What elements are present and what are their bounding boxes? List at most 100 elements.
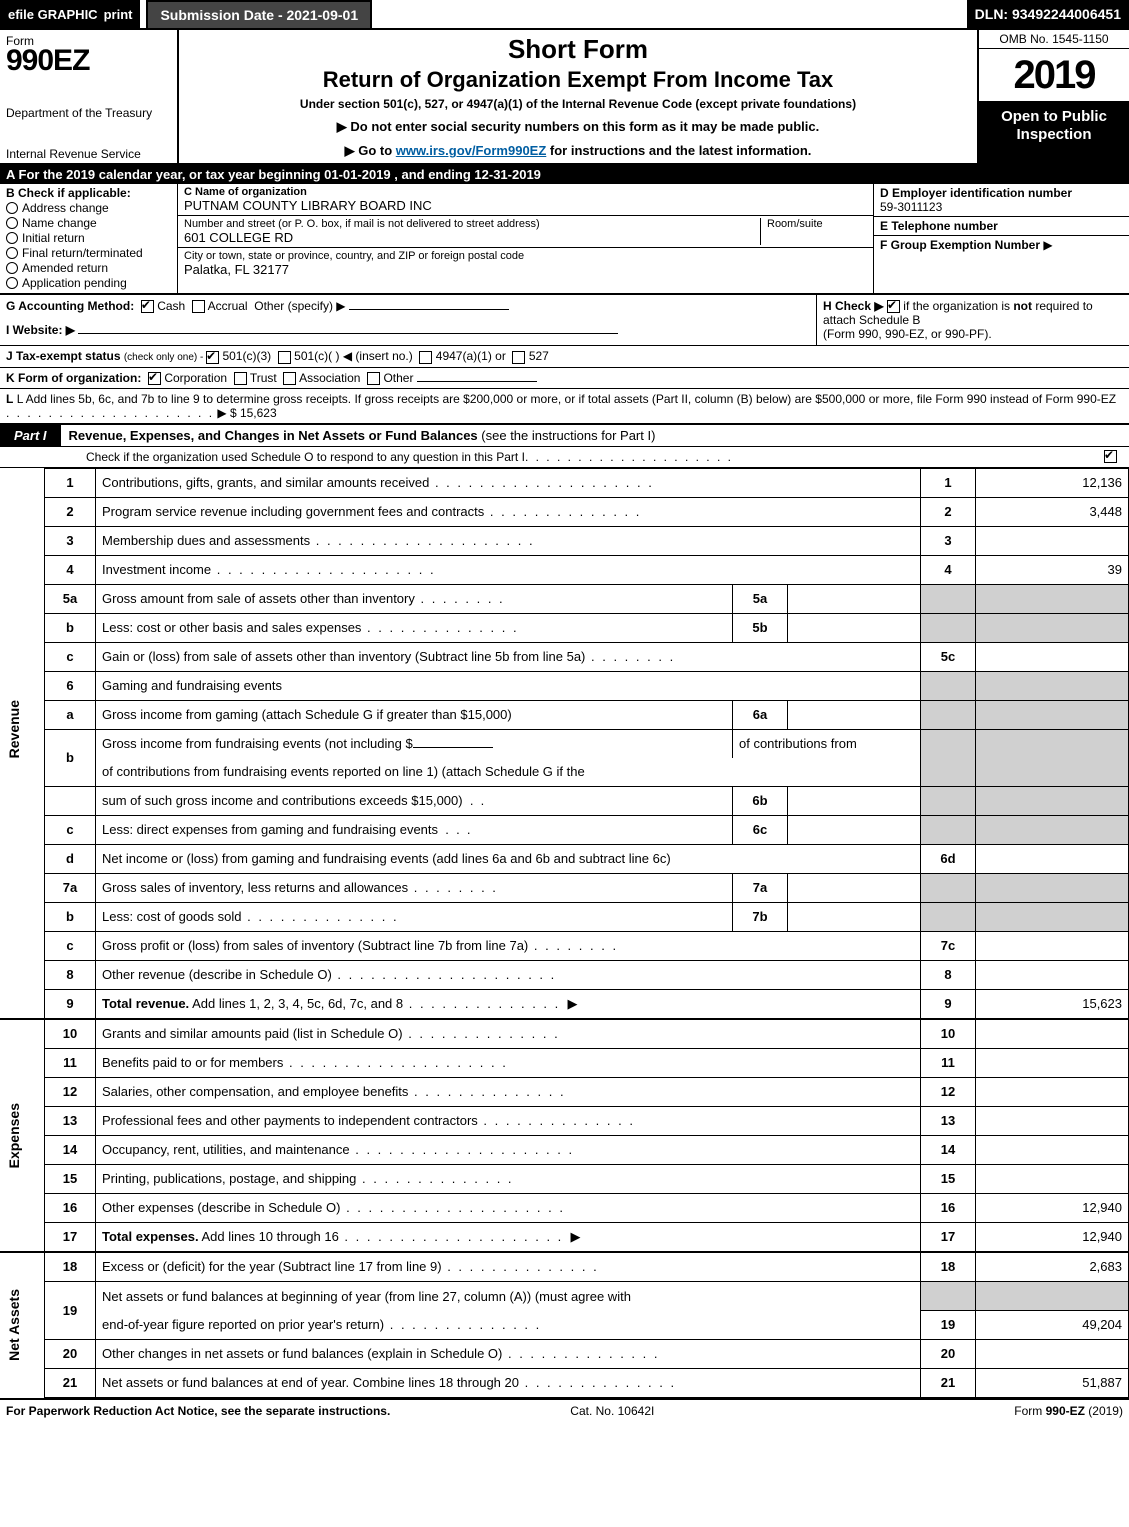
- chk-501c[interactable]: [278, 351, 291, 364]
- l20-desc: Other changes in net assets or fund bala…: [102, 1346, 502, 1361]
- row-k: K Form of organization: Corporation Trus…: [0, 368, 1129, 389]
- line-7a: 7a Gross sales of inventory, less return…: [0, 873, 1129, 902]
- chk-cash[interactable]: [141, 300, 154, 313]
- j-o3: 4947(a)(1) or: [436, 349, 506, 363]
- l6b-numshade: [921, 729, 976, 786]
- l6b-blank-no: [45, 786, 96, 815]
- k-o2: Trust: [250, 371, 277, 385]
- l6c-subval: [788, 815, 921, 844]
- l8-desc: Other revenue (describe in Schedule O): [102, 967, 332, 982]
- l21-no: 21: [45, 1368, 96, 1397]
- l1-amt: 12,136: [976, 468, 1129, 497]
- l10-num: 10: [921, 1019, 976, 1049]
- chk-4947[interactable]: [419, 351, 432, 364]
- l10-amt: [976, 1019, 1129, 1049]
- l18-amt: 2,683: [976, 1252, 1129, 1282]
- chk-trust[interactable]: [234, 372, 247, 385]
- l6a-desc: Gross income from gaming (attach Schedul…: [102, 707, 512, 722]
- goto-post: for instructions and the latest informat…: [546, 143, 811, 158]
- l19-num: 19: [921, 1310, 976, 1339]
- l6b3-amtshade: [976, 786, 1129, 815]
- street-address: 601 COLLEGE RD: [184, 230, 760, 245]
- l8-amt: [976, 960, 1129, 989]
- line-12: 12 Salaries, other compensation, and emp…: [0, 1077, 1129, 1106]
- chk-501c3[interactable]: [206, 351, 219, 364]
- l13-amt: [976, 1106, 1129, 1135]
- l13-desc: Professional fees and other payments to …: [102, 1113, 478, 1128]
- other-specify-input[interactable]: [349, 309, 509, 310]
- dots: [6, 406, 214, 420]
- k-o1: Corporation: [164, 371, 227, 385]
- chk-address-change[interactable]: [6, 202, 18, 214]
- chk-accrual[interactable]: [192, 300, 205, 313]
- box-f-label: F Group Exemption Number: [880, 238, 1040, 252]
- chk-initial-return[interactable]: [6, 232, 18, 244]
- l7a-subval: [788, 873, 921, 902]
- chk-schedule-b[interactable]: [887, 300, 900, 313]
- chk-other-org[interactable]: [367, 372, 380, 385]
- part-1-title2: (see the instructions for Part I): [481, 428, 655, 443]
- l19-desc2: end-of-year figure reported on prior yea…: [102, 1317, 384, 1332]
- row-l: L L Add lines 5b, 6c, and 7b to line 9 t…: [0, 389, 1129, 425]
- l3-desc: Membership dues and assessments: [102, 533, 310, 548]
- k-label: K Form of organization:: [6, 371, 141, 385]
- j-label: J Tax-exempt status: [6, 349, 121, 363]
- chk-association[interactable]: [283, 372, 296, 385]
- box-c: C Name of organization PUTNAM COUNTY LIB…: [178, 184, 873, 293]
- line-6b-1: b Gross income from fundraising events (…: [0, 729, 1129, 758]
- part-1-sub-text: Check if the organization used Schedule …: [6, 450, 525, 464]
- chk-final-return[interactable]: [6, 247, 18, 259]
- website-input[interactable]: [78, 333, 618, 334]
- l5c-no: c: [45, 642, 96, 671]
- line-6c: c Less: direct expenses from gaming and …: [0, 815, 1129, 844]
- l21-desc: Net assets or fund balances at end of ye…: [102, 1375, 519, 1390]
- open-to-public: Open to Public Inspection: [979, 102, 1129, 163]
- l6a-numshade: [921, 700, 976, 729]
- l6-no: 6: [45, 671, 96, 700]
- chk-final-return-label: Final return/terminated: [22, 246, 143, 260]
- l1-desc: Contributions, gifts, grants, and simila…: [102, 475, 429, 490]
- h-text3: (Form 990, 990-EZ, or 990-PF).: [823, 327, 992, 341]
- line-6a: a Gross income from gaming (attach Sched…: [0, 700, 1129, 729]
- line-8: 8 Other revenue (describe in Schedule O)…: [0, 960, 1129, 989]
- omb-number: OMB No. 1545-1150: [979, 30, 1129, 49]
- dept-irs: Internal Revenue Service: [6, 147, 171, 161]
- l5c-desc: Gain or (loss) from sale of assets other…: [102, 649, 585, 664]
- chk-amended-return[interactable]: [6, 262, 18, 274]
- l6a-amtshade: [976, 700, 1129, 729]
- part-1-title: Revenue, Expenses, and Changes in Net As…: [69, 428, 478, 443]
- row-h: H Check ▶ if the organization is not req…: [816, 295, 1129, 345]
- chk-name-change[interactable]: [6, 217, 18, 229]
- line-5a: 5a Gross amount from sale of assets othe…: [0, 584, 1129, 613]
- ssn-warning: ▶ Do not enter social security numbers o…: [187, 119, 969, 135]
- j-o2: 501(c)( ): [294, 349, 339, 363]
- chk-527[interactable]: [512, 351, 525, 364]
- lines-table: Revenue 1 Contributions, gifts, grants, …: [0, 468, 1129, 1398]
- print-link[interactable]: print: [104, 7, 133, 22]
- row-g-h: G Accounting Method: Cash Accrual Other …: [0, 295, 1129, 346]
- l19-amtshade: [976, 1281, 1129, 1310]
- l11-amt: [976, 1048, 1129, 1077]
- l7a-no: 7a: [45, 873, 96, 902]
- l7c-desc: Gross profit or (loss) from sales of inv…: [102, 938, 528, 953]
- chk-application-pending[interactable]: [6, 277, 18, 289]
- info-grid: B Check if applicable: Address change Na…: [0, 184, 1129, 295]
- boxes-def: D Employer identification number 59-3011…: [873, 184, 1129, 293]
- box-d-label: D Employer identification number: [880, 186, 1123, 200]
- other-org-input[interactable]: [417, 381, 537, 382]
- part-1-sub: Check if the organization used Schedule …: [0, 447, 1129, 468]
- box-c-label: C Name of organization: [184, 186, 867, 198]
- l11-no: 11: [45, 1048, 96, 1077]
- l6-desc: Gaming and fundraising events: [96, 671, 921, 700]
- l20-amt: [976, 1339, 1129, 1368]
- chk-corporation[interactable]: [148, 372, 161, 385]
- footer-center: Cat. No. 10642I: [570, 1404, 654, 1418]
- chk-schedule-o-part1[interactable]: [1104, 450, 1117, 463]
- l-amount: $ 15,623: [230, 406, 277, 420]
- l5a-desc: Gross amount from sale of assets other t…: [102, 591, 415, 606]
- goto-link[interactable]: www.irs.gov/Form990EZ: [396, 143, 547, 158]
- l6b-blank[interactable]: [413, 747, 493, 748]
- dept-treasury: Department of the Treasury: [6, 106, 171, 120]
- line-15: 15 Printing, publications, postage, and …: [0, 1164, 1129, 1193]
- k-o4: Other: [383, 371, 413, 385]
